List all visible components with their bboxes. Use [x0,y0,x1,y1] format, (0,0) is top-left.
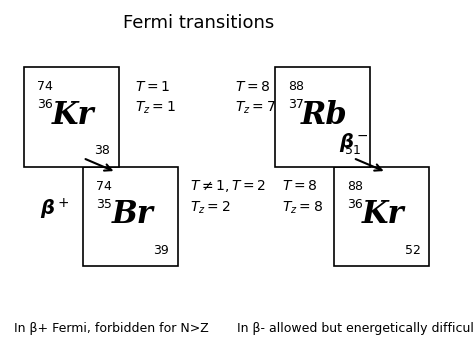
Text: $T \neq 1,T = 2$: $T \neq 1,T = 2$ [190,178,266,195]
Text: Fermi transitions: Fermi transitions [123,14,275,32]
Text: 74: 74 [37,81,53,93]
Bar [275,67,370,167]
Bar [334,167,429,266]
Text: In β+ Fermi, forbidden for N>Z: In β+ Fermi, forbidden for N>Z [14,322,209,335]
Text: Kr: Kr [52,100,94,131]
Text: 37: 37 [288,98,304,111]
Text: Rb: Rb [301,100,347,131]
Bar [24,67,119,167]
Bar [83,167,178,266]
Text: In β- allowed but energetically difficult: In β- allowed but energetically difficul… [237,322,474,335]
Text: $T_{z} = 2$: $T_{z} = 2$ [190,200,230,216]
Text: $T_{z} =1$: $T_{z} =1$ [135,100,176,116]
Text: 88: 88 [288,81,304,93]
Text: 88: 88 [347,180,364,193]
Text: Br: Br [111,199,153,230]
Text: $T_{z}=8$: $T_{z}=8$ [282,200,323,216]
Text: 38: 38 [94,144,110,157]
Text: $T=8$: $T=8$ [235,80,270,94]
Text: 74: 74 [96,180,112,193]
Text: Kr: Kr [362,199,405,230]
Text: $T=8$: $T=8$ [282,179,318,193]
Text: 51: 51 [346,144,361,157]
Text: $\boldsymbol{\beta}^+$: $\boldsymbol{\beta}^+$ [40,197,69,222]
Text: $\boldsymbol{\beta}^-$: $\boldsymbol{\beta}^-$ [338,131,368,153]
Text: 36: 36 [37,98,53,111]
Text: 52: 52 [405,244,420,257]
Text: $T =1$: $T =1$ [135,80,170,94]
Text: 39: 39 [154,244,169,257]
Text: 35: 35 [96,198,112,211]
Text: $T_{z}=7$: $T_{z}=7$ [235,100,275,116]
Text: 36: 36 [347,198,363,211]
